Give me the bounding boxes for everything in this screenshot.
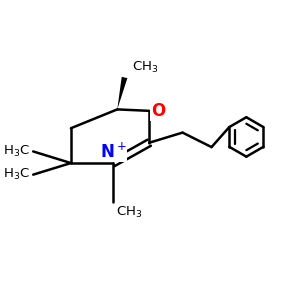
Text: CH$_3$: CH$_3$ bbox=[116, 205, 142, 220]
Text: O: O bbox=[151, 102, 165, 120]
Text: CH$_3$: CH$_3$ bbox=[132, 60, 158, 76]
Text: H$_3$C: H$_3$C bbox=[3, 144, 30, 159]
Polygon shape bbox=[117, 77, 128, 110]
Text: H$_3$C: H$_3$C bbox=[3, 167, 30, 182]
Text: N$^+$: N$^+$ bbox=[100, 142, 126, 162]
